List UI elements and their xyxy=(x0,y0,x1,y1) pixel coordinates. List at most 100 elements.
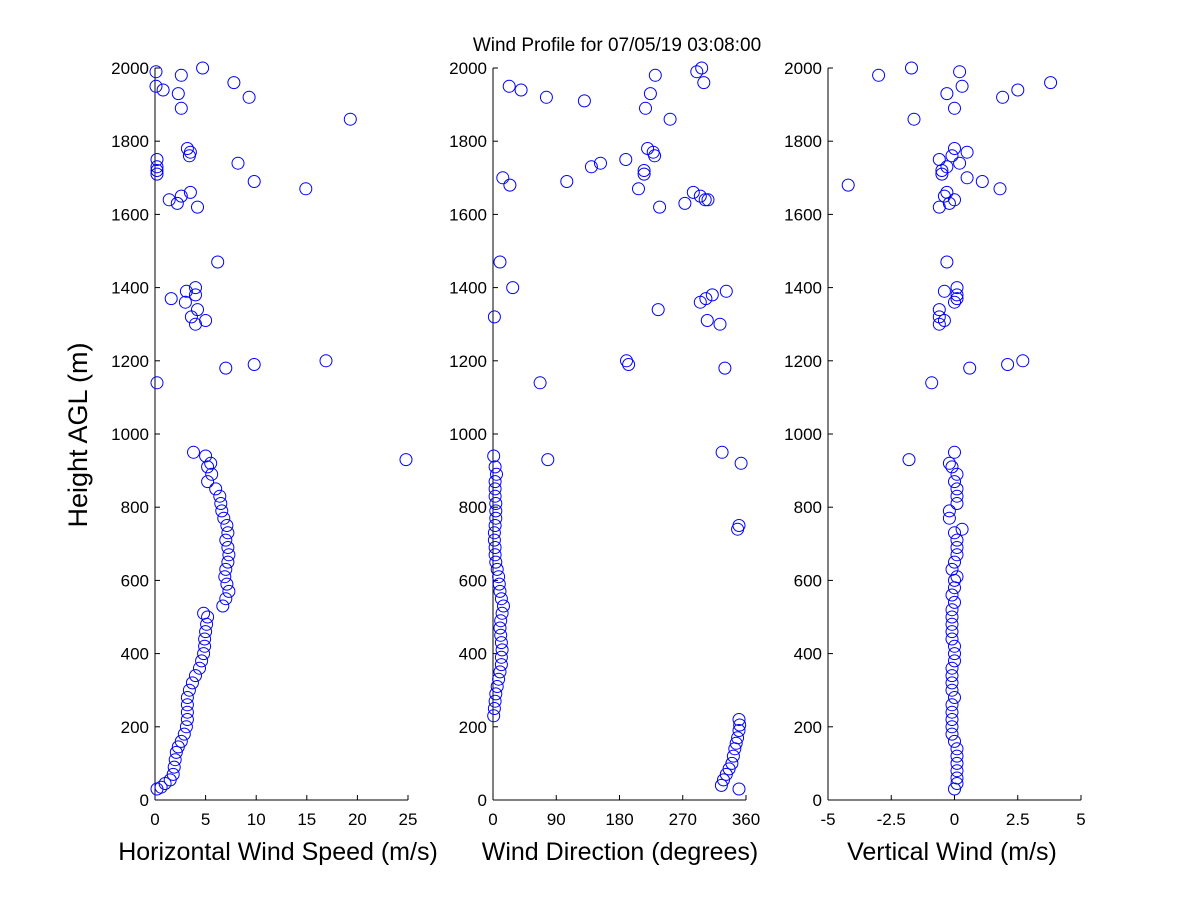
direction-data-point xyxy=(495,643,509,657)
direction-data-point xyxy=(487,310,501,324)
speed-data-point xyxy=(166,767,180,781)
speed-data-point xyxy=(149,65,163,79)
speed-data-point xyxy=(198,639,212,653)
vertical-data-point xyxy=(945,588,959,602)
vertical-data-point xyxy=(955,79,969,93)
vertical-data-point xyxy=(950,467,964,481)
vertical-data-point xyxy=(948,573,961,587)
speed-y-tick-label: 0 xyxy=(140,791,149,810)
vertical-data-point xyxy=(948,142,961,155)
vertical-data-point xyxy=(937,314,951,327)
speed-data-point xyxy=(219,592,233,606)
vertical-data-point xyxy=(945,617,959,631)
direction-data-point xyxy=(494,628,508,642)
vertical-data-point xyxy=(948,526,961,540)
speed-data-point xyxy=(201,475,215,489)
direction-data-point xyxy=(489,555,503,569)
vertical-y-tick-label: 2000 xyxy=(784,59,822,78)
direction-data-point xyxy=(732,782,746,796)
vertical-data-point xyxy=(902,453,916,467)
speed-data-point xyxy=(150,153,164,166)
direction-data-point xyxy=(714,778,728,792)
vertical-y-tick-label: 1200 xyxy=(784,352,822,371)
speed-y-tick-label: 800 xyxy=(121,498,149,517)
direction-data-point xyxy=(493,665,507,679)
vertical-data-point xyxy=(948,295,961,309)
speed-data-point xyxy=(168,753,182,767)
speed-data-point xyxy=(174,68,188,82)
vertical-data-point xyxy=(940,185,954,199)
direction-y-tick-label: 1200 xyxy=(449,352,487,371)
speed-data-point xyxy=(179,720,193,734)
vertical-data-point xyxy=(948,734,961,748)
speed-y-tick-label: 1600 xyxy=(111,205,149,224)
speed-data-point xyxy=(149,79,163,93)
vertical-data-point xyxy=(948,639,961,653)
speed-y-tick-label: 2000 xyxy=(111,59,149,78)
speed-data-point xyxy=(218,570,232,584)
direction-data-point xyxy=(488,475,502,489)
direction-data-point xyxy=(648,68,662,82)
speed-data-point xyxy=(195,654,209,668)
direction-data-point xyxy=(533,376,547,390)
vertical-data-point xyxy=(905,61,918,75)
direction-data-point xyxy=(732,713,746,726)
vertical-y-tick-label: 200 xyxy=(794,718,822,737)
speed-data-point xyxy=(191,200,204,214)
speed-data-point xyxy=(178,295,192,309)
vertical-data-point xyxy=(996,90,1010,104)
vertical-data-point xyxy=(950,756,964,770)
vertical-y-tick-label: 400 xyxy=(794,645,822,664)
vertical-data-point xyxy=(950,548,964,562)
speed-data-point xyxy=(174,734,188,748)
vertical-data-point xyxy=(1016,354,1030,368)
speed-data-point xyxy=(162,193,176,207)
direction-data-point xyxy=(506,281,520,295)
speed-data-point xyxy=(150,376,164,390)
direction-data-point xyxy=(487,526,501,540)
speed-data-point xyxy=(180,713,194,726)
direction-data-point xyxy=(646,145,660,159)
direction-y-tick-label: 1800 xyxy=(449,132,487,151)
vertical-data-point xyxy=(945,676,959,690)
vertical-data-point xyxy=(950,749,964,763)
vertical-data-point xyxy=(945,661,959,675)
direction-data-point xyxy=(494,650,508,664)
direction-x-tick-label: 360 xyxy=(732,810,760,829)
vertical-data-point xyxy=(948,581,961,595)
vertical-data-point xyxy=(945,727,959,741)
speed-data-point xyxy=(198,632,212,646)
direction-data-point xyxy=(725,756,739,770)
vertical-data-point xyxy=(950,533,964,547)
vertical-data-point xyxy=(948,691,961,704)
vertical-data-point xyxy=(872,68,886,82)
vertical-y-tick-label: 800 xyxy=(794,498,822,517)
vertical-data-point xyxy=(935,167,949,181)
vertical-data-point xyxy=(945,603,959,617)
vertical-x-tick-label: -2.5 xyxy=(877,810,906,829)
vertical-data-point xyxy=(937,189,951,203)
direction-data-point xyxy=(639,101,652,115)
vertical-data-point xyxy=(945,625,959,639)
speed-y-tick-label: 1800 xyxy=(111,132,149,151)
speed-data-point xyxy=(171,87,185,101)
vertical-data-point xyxy=(932,303,946,317)
speed-data-point xyxy=(189,288,202,302)
direction-data-point xyxy=(488,541,502,554)
vertical-data-point xyxy=(945,149,959,163)
speed-data-point xyxy=(205,467,219,481)
speed-y-tick-label: 400 xyxy=(121,645,149,664)
direction-data-point xyxy=(487,702,501,715)
horizontal-wind-speed-panel: 0 200 400 600 800 1000 1200 1400 1600 1800 2000 0 5 1… xyxy=(111,59,438,866)
speed-data-point xyxy=(177,727,191,741)
speed-data-point xyxy=(231,156,245,170)
direction-data-point xyxy=(663,112,677,126)
speed-data-point xyxy=(201,610,215,624)
speed-y-tick-label: 1200 xyxy=(111,352,149,371)
speed-data-point xyxy=(185,676,199,690)
vertical-data-point xyxy=(937,284,951,298)
direction-data-point xyxy=(487,449,501,463)
direction-data-point xyxy=(726,749,740,763)
direction-data-point xyxy=(488,460,502,474)
vertical-data-point xyxy=(950,742,964,756)
